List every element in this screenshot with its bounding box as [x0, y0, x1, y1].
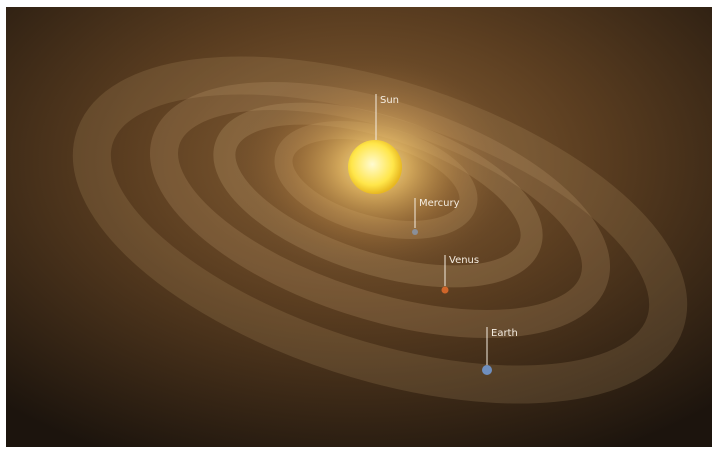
- mercury-label: Mercury: [419, 198, 460, 209]
- illustration: Sun Mercury Venus Earth: [0, 0, 717, 454]
- sun-label: Sun: [380, 95, 399, 106]
- earth-label: Earth: [491, 328, 518, 339]
- page: Sun Mercury Venus Earth (() => { const d…: [0, 0, 717, 454]
- venus: [442, 287, 449, 294]
- sun: [348, 140, 402, 194]
- earth: [482, 365, 492, 375]
- mercury: [412, 229, 418, 235]
- venus-label: Venus: [449, 255, 479, 266]
